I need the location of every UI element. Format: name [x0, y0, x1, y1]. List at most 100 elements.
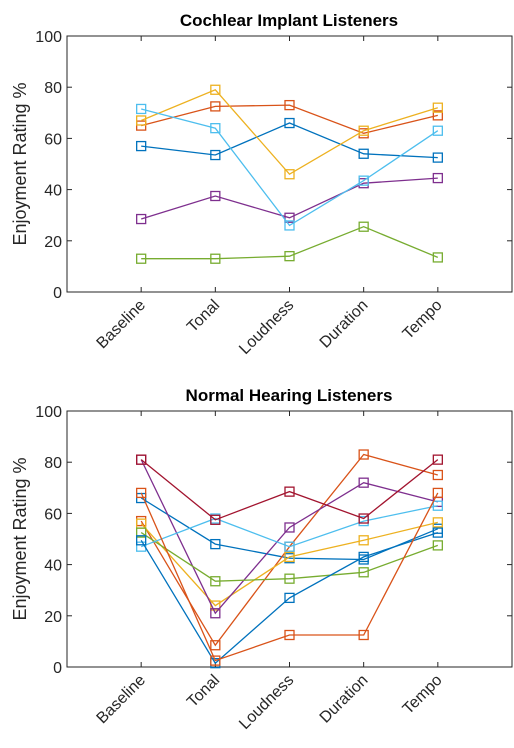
series-1 [136, 492, 443, 565]
data-point [284, 220, 295, 231]
y-axis-label: Enjoyment Rating % [10, 82, 30, 245]
data-point [210, 538, 221, 550]
series-line [141, 122, 438, 159]
data-point [284, 541, 295, 552]
data-point [284, 592, 295, 604]
series-line [140, 89, 438, 176]
x-tick-label: Loudness [236, 672, 297, 733]
y-tick-label: 100 [35, 404, 62, 421]
x-tick-label: Duration [317, 672, 372, 727]
data-point [432, 172, 443, 184]
data-point [136, 103, 147, 115]
x-tick-label: Duration [317, 297, 372, 352]
data-point [432, 252, 443, 263]
data-point [432, 125, 443, 136]
data-point [136, 527, 147, 538]
y-tick-label: 0 [53, 285, 62, 302]
chart-title: Cochlear Implant Listeners [180, 11, 398, 30]
data-point [210, 84, 221, 95]
data-point [284, 573, 295, 584]
data-point [284, 99, 295, 111]
y-tick-label: 20 [44, 609, 62, 626]
series-1 [136, 117, 443, 163]
chart-normal-hearing: Normal Hearing Listeners Enjoyment Ratin… [10, 386, 513, 733]
x-tick-label: Tonal [184, 672, 223, 711]
x-tick-label: Tempo [400, 297, 446, 343]
data-point [358, 175, 369, 186]
data-point [210, 149, 221, 161]
series-line [140, 453, 438, 647]
data-point [432, 517, 443, 528]
data-point [210, 514, 221, 525]
series-4 [136, 172, 443, 225]
series-line [141, 225, 439, 260]
data-point [358, 629, 369, 641]
data-point [358, 551, 369, 563]
y-axis-label: Enjoyment Rating % [10, 457, 30, 620]
data-point [210, 655, 221, 666]
series-7 [136, 454, 443, 525]
data-point [210, 600, 221, 611]
y-tick-label: 100 [35, 29, 62, 46]
series-line [140, 531, 439, 665]
series-line [140, 459, 438, 615]
y-tick-label: 40 [44, 183, 62, 200]
data-point [432, 110, 443, 121]
series-5 [136, 221, 443, 264]
series-line [140, 459, 439, 521]
data-point [432, 527, 443, 538]
x-tick-label: Baseline [94, 297, 149, 352]
data-point [210, 190, 221, 202]
series-9 [136, 487, 443, 666]
series-5 [136, 527, 443, 587]
data-point [432, 540, 443, 551]
data-point [358, 567, 369, 578]
data-point [358, 221, 369, 232]
data-point [432, 523, 443, 534]
data-point [210, 608, 221, 619]
data-point [136, 487, 147, 499]
y-tick-label: 0 [53, 660, 62, 677]
series-line [140, 521, 438, 607]
data-point [284, 169, 295, 180]
y-tick-label: 80 [44, 455, 62, 472]
data-point [358, 125, 369, 136]
series-6 [136, 500, 443, 552]
series-line [141, 177, 438, 220]
series-6 [136, 103, 443, 231]
series-line [140, 505, 438, 548]
data-point [358, 148, 369, 159]
data-point [284, 486, 295, 497]
data-point [210, 640, 221, 651]
data-point [284, 629, 295, 641]
x-tick-label: Baseline [94, 672, 149, 727]
x-tick-label: Tempo [400, 672, 446, 718]
x-tick-label: Loudness [236, 297, 297, 358]
data-point [210, 101, 221, 112]
data-point [210, 123, 221, 134]
series-2 [136, 449, 443, 651]
series-8 [136, 527, 443, 669]
data-point [136, 253, 147, 264]
data-point [432, 152, 443, 163]
data-point [432, 487, 443, 499]
series-line [140, 492, 439, 662]
data-point [432, 500, 443, 511]
x-tick-label: Tonal [184, 297, 223, 336]
plot-area [66, 35, 513, 293]
data-point [432, 454, 443, 465]
data-point [136, 535, 147, 546]
data-point [432, 102, 443, 113]
data-point [136, 115, 147, 126]
data-point [284, 212, 295, 223]
data-point [136, 140, 147, 152]
data-point [284, 117, 295, 129]
data-point [284, 551, 295, 563]
data-point [136, 213, 147, 225]
plot-area [66, 410, 513, 668]
data-point [432, 469, 443, 481]
y-tick-label: 60 [44, 131, 62, 148]
series-line [140, 497, 439, 561]
chart-cochlear-implant: Cochlear Implant Listeners Enjoyment Rat… [10, 11, 513, 358]
